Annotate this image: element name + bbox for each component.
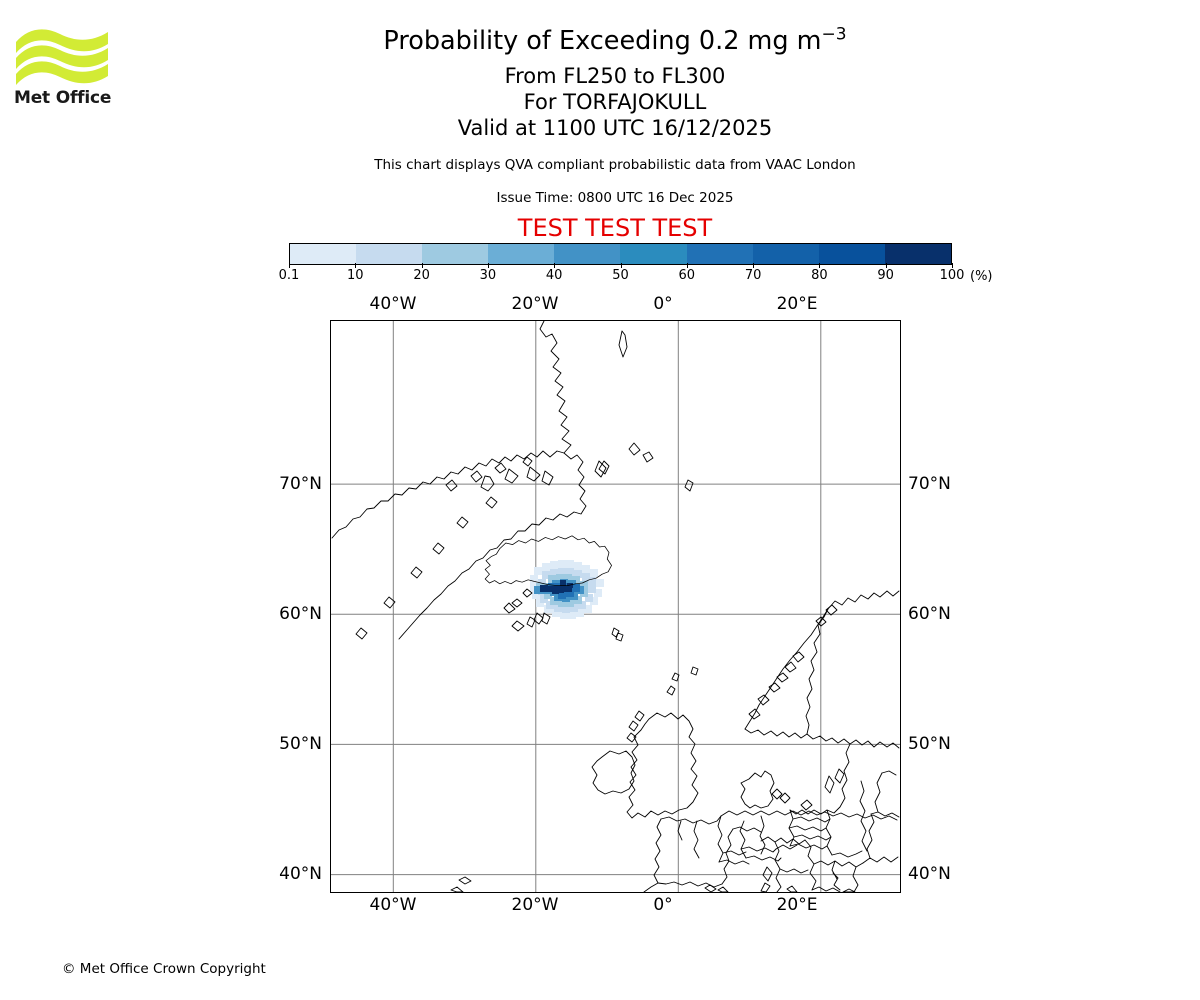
met-office-wave-logo-icon [16,29,108,85]
copyright-text: © Met Office Crown Copyright [62,961,266,977]
subtitle-volcano: For TORFAJOKULL [523,90,707,114]
colorbar-band-9 [884,244,951,264]
ash-plume-probability-field [530,560,604,619]
met-office-wordmark: Met Office [14,88,112,108]
colorbar-gradient [289,243,952,265]
colorbar-tick-0.1 [289,263,290,268]
subtitle-flight-levels: From FL250 to FL300 [504,64,726,88]
lon-label-top-40w: 40°W [369,294,417,314]
page-title-text: Probability of Exceeding 0.2 mg m [383,26,822,56]
map-coastlines [331,321,900,892]
subtitle-valid-time: Valid at 1100 UTC 16/12/2025 [457,116,773,140]
map-gridlines [331,321,900,892]
lat-label-right-70n: 70°N [908,474,951,494]
issue-time-text: Issue Time: 0800 UTC 16 Dec 2025 [496,190,734,206]
colorbar-tick-10 [355,263,357,268]
colorbar-units-label: (%) [970,269,993,284]
colorbar-band-5 [620,244,687,264]
colorbar-tick-label-30: 30 [479,268,497,283]
colorbar-tick-20 [421,263,423,268]
colorbar-band-3 [488,244,555,264]
colorbar-tick-label-50: 50 [612,268,629,283]
lon-label-top-20e: 20°E [776,294,818,314]
colorbar-tick-30 [487,263,489,268]
lon-label-bottom-20e: 20°E [776,895,818,915]
page-title: Probability of Exceeding 0.2 mg m−3 [240,26,990,56]
lat-label-left-60n: 60°N [279,604,322,624]
colorbar-tick-label-90: 90 [877,268,894,283]
colorbar-tick-label-0.1: 0.1 [278,268,300,283]
lat-label-right-50n: 50°N [908,734,951,754]
colorbar-tick-label-10: 10 [347,268,364,283]
lat-label-right-40n: 40°N [908,864,951,884]
lon-label-bottom-40w: 40°W [369,895,417,915]
colorbar-band-0 [290,244,357,264]
page-title-exponent: −3 [821,24,847,45]
lon-label-bottom-20w: 20°W [511,895,559,915]
colorbar-tick-label-100: 100 [939,268,965,283]
colorbar-tick-label-70: 70 [744,268,762,283]
lon-label-bottom-0: 0° [653,895,673,915]
disclaimer-text: This chart displays QVA compliant probab… [374,157,856,173]
colorbar-tick-50 [620,263,622,268]
colorbar-tick-40 [554,263,556,268]
colorbar-tick-label-20: 20 [413,268,430,283]
colorbar-band-7 [752,244,819,264]
lat-label-right-60n: 60°N [908,604,951,624]
lon-label-top-0: 0° [653,294,673,314]
map-plot-area [330,320,901,893]
lat-label-left-50n: 50°N [279,734,322,754]
test-banner: TEST TEST TEST [517,214,713,242]
colorbar-tick-label-40: 40 [545,268,563,283]
colorbar-band-1 [356,244,423,264]
colorbar-tick-60 [686,263,688,268]
lat-label-left-70n: 70°N [279,474,322,494]
colorbar-tick-70 [753,263,755,268]
lon-label-top-20w: 20°W [511,294,559,314]
colorbar-band-6 [686,244,753,264]
colorbar-band-2 [422,244,489,264]
lat-label-left-40n: 40°N [279,864,322,884]
colorbar-tick-label-80: 80 [811,268,828,283]
colorbar-band-4 [554,244,621,264]
colorbar-tick-100 [952,263,953,268]
colorbar-tick-80 [819,263,821,268]
met-office-logo [14,22,124,114]
colorbar-tick-90 [885,263,887,268]
probability-colorbar [289,243,953,268]
colorbar-tick-label-60: 60 [678,268,696,283]
colorbar-band-8 [818,244,885,264]
